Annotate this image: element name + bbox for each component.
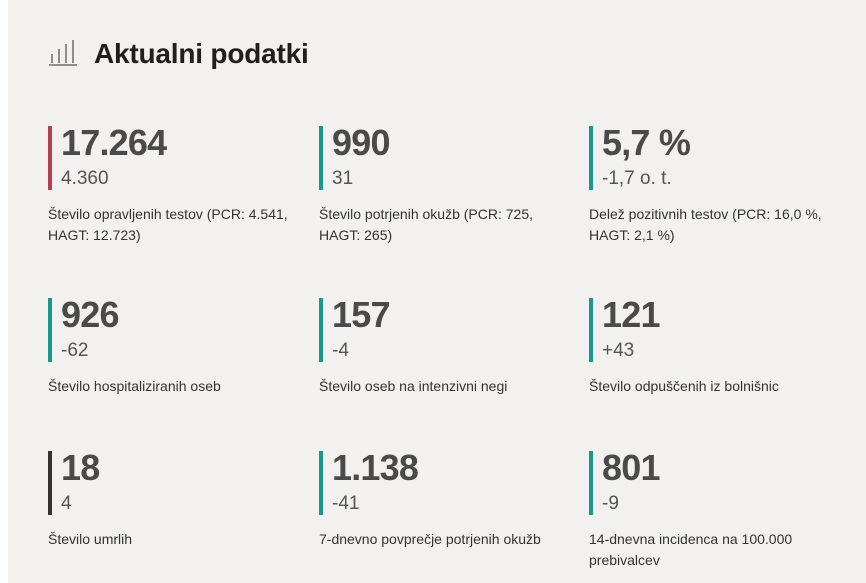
stat-value: 1.138	[332, 447, 419, 488]
stat-label: Število opravljenih testov (PCR: 4.541, …	[48, 206, 288, 243]
stat-change: 4	[61, 493, 72, 514]
stat-indicator-bar	[589, 126, 593, 190]
stat-label: 14-dnevna incidenca na 100.000 prebivalc…	[589, 531, 793, 568]
stat-indicator-bar	[319, 451, 323, 515]
stat-label: Število hospitaliziranih oseb	[48, 378, 221, 394]
stat-indicator-bar	[48, 298, 52, 362]
stat-label: Delež pozitivnih testov (PCR: 16,0 %, HA…	[589, 206, 822, 243]
stat-change: +43	[602, 340, 635, 361]
stat-value: 17.264	[61, 122, 167, 163]
stat-label: Število potrjenih okužb (PCR: 725, HAGT:…	[319, 206, 533, 243]
stat-value: 157	[332, 294, 390, 335]
stat-change: -62	[61, 340, 89, 361]
stat-label: Število umrlih	[48, 531, 133, 547]
stat-value: 5,7 %	[602, 122, 691, 163]
bar-chart-icon	[49, 40, 77, 66]
stat-value: 18	[61, 447, 100, 488]
stat-indicator-bar	[589, 451, 593, 515]
stat-value: 926	[61, 294, 119, 335]
stat-value: 121	[602, 294, 660, 335]
stat-indicator-bar	[589, 298, 593, 362]
stat-change: -41	[332, 493, 360, 514]
stat-indicator-bar	[319, 298, 323, 362]
stat-change: -1,7 o. t.	[602, 168, 672, 189]
stat-label: Število odpuščenih iz bolnišnic	[589, 378, 779, 394]
stat-value: 801	[602, 447, 660, 488]
stat-indicator-bar	[319, 126, 323, 190]
stat-change: 31	[332, 168, 354, 189]
stat-indicator-bar	[48, 126, 52, 190]
stat-value: 990	[332, 122, 390, 163]
stat-indicator-bar	[48, 451, 52, 515]
stat-label: 7-dnevno povprečje potrjenih okužb	[319, 531, 541, 547]
stat-change: 4.360	[61, 168, 109, 189]
current-data-panel: Aktualni podatki 17.264 4.360 Število op…	[8, 0, 866, 583]
panel-header: Aktualni podatki	[48, 34, 309, 74]
stat-label: Število oseb na intenzivni negi	[319, 378, 508, 394]
stat-change: -9	[602, 493, 619, 514]
panel-title: Aktualni podatki	[94, 38, 309, 69]
stat-change: -4	[332, 340, 349, 361]
